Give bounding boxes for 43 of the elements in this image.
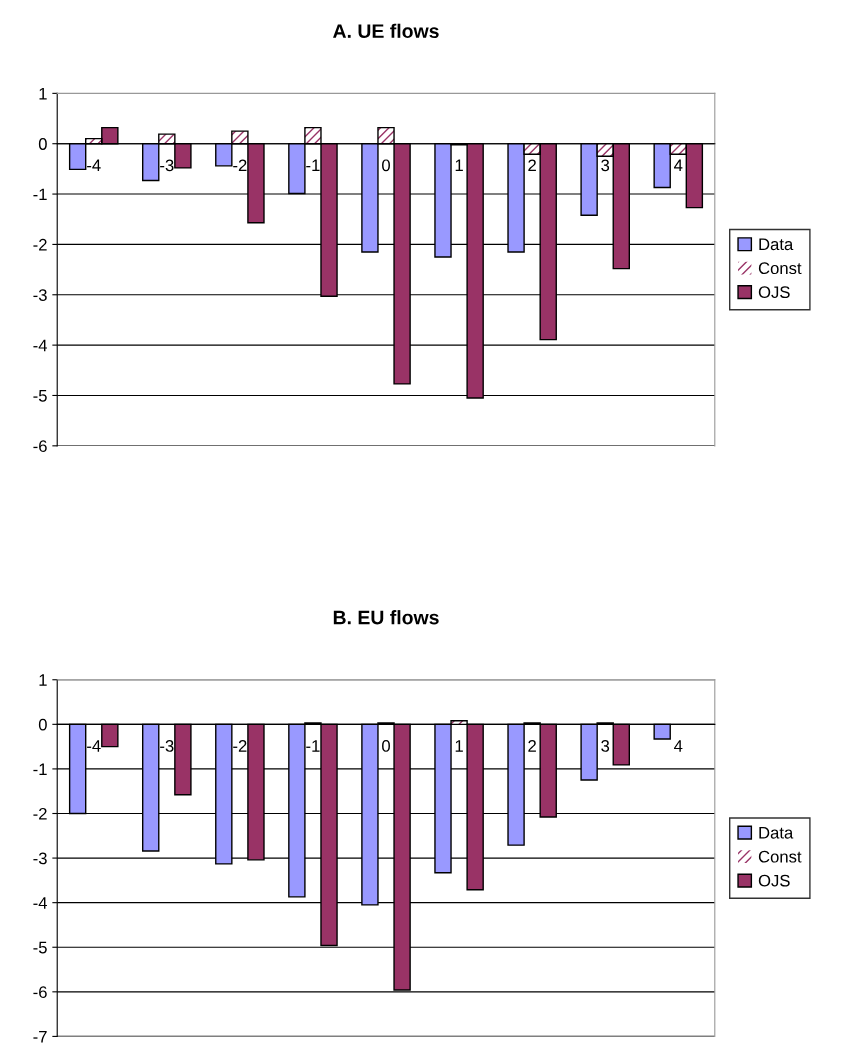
y-tick-label: -1 bbox=[33, 188, 47, 201]
y-tick-label: -2 bbox=[33, 807, 47, 820]
x-tick-label: -4 bbox=[87, 159, 101, 172]
x-tick-label: -3 bbox=[160, 740, 174, 752]
chart-title: B. EU flows bbox=[333, 610, 439, 625]
legend-label: Const bbox=[758, 262, 802, 275]
x-tick-label: -2 bbox=[233, 159, 247, 172]
x-tick-label: -3 bbox=[160, 159, 174, 172]
x-tick-label: 1 bbox=[455, 740, 463, 752]
y-tick-label: 1 bbox=[39, 87, 47, 100]
legend-label: OJS bbox=[758, 286, 790, 299]
y-tick-label: 0 bbox=[38, 718, 47, 731]
x-tick-label: 2 bbox=[528, 740, 536, 752]
y-tick-label: -6 bbox=[33, 440, 47, 453]
x-tick-label: -1 bbox=[306, 740, 320, 752]
y-tick-label: -7 bbox=[33, 1030, 47, 1043]
x-tick-label: 2 bbox=[528, 159, 536, 172]
y-tick-label: 1 bbox=[39, 674, 47, 686]
x-tick-label: -1 bbox=[306, 159, 320, 172]
x-tick-label: 0 bbox=[382, 159, 390, 172]
legend-label: Data bbox=[759, 238, 794, 251]
x-tick-label: 3 bbox=[601, 159, 610, 172]
y-tick-label: -4 bbox=[33, 897, 48, 909]
x-tick-label: -2 bbox=[233, 740, 247, 752]
y-tick-label: 0 bbox=[38, 138, 47, 150]
y-tick-label: -2 bbox=[33, 238, 47, 251]
y-tick-label: -3 bbox=[33, 289, 47, 301]
legend-label: OJS bbox=[758, 874, 790, 887]
x-tick-label: 3 bbox=[601, 740, 610, 752]
y-tick-label: -6 bbox=[33, 986, 47, 999]
x-tick-label: -4 bbox=[87, 740, 101, 752]
y-tick-label: -5 bbox=[33, 390, 47, 402]
x-tick-label: 4 bbox=[674, 740, 683, 752]
x-tick-label: 0 bbox=[382, 740, 390, 752]
legend-label: Const bbox=[758, 850, 802, 863]
y-tick-label: -4 bbox=[33, 339, 48, 352]
chart-title: A. UE flows bbox=[333, 23, 439, 38]
legend-label: Data bbox=[759, 827, 794, 839]
y-tick-label: -1 bbox=[33, 763, 47, 775]
x-tick-label: 4 bbox=[674, 159, 683, 172]
x-tick-label: 1 bbox=[455, 159, 463, 172]
y-tick-label: -3 bbox=[33, 852, 47, 865]
y-tick-label: -5 bbox=[33, 941, 47, 954]
